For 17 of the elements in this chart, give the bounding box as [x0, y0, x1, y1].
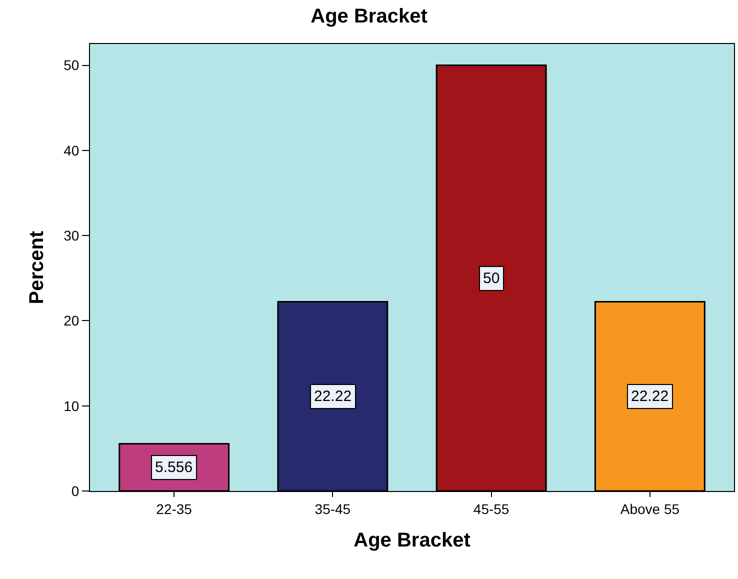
data-label: 22.22: [631, 388, 669, 405]
y-axis-title: Percent: [26, 230, 48, 304]
x-tick-label: Above 55: [620, 500, 680, 517]
y-tick-label: 30: [64, 227, 80, 244]
y-tick-label: 10: [64, 398, 80, 414]
y-tick-label: 50: [64, 57, 80, 74]
x-tick-label: 45-55: [473, 500, 510, 517]
data-label: 5.556: [155, 459, 193, 476]
y-tick-label: 0: [71, 482, 80, 499]
x-tick-label: 35-45: [314, 500, 351, 517]
y-tick-label: 40: [64, 142, 80, 158]
x-axis-title: Age Bracket: [354, 529, 471, 552]
data-label: 50: [483, 270, 500, 287]
data-label: 22.22: [314, 388, 352, 405]
chart-title: Age Bracket: [310, 6, 428, 28]
x-tick-label: 22-35: [156, 500, 192, 517]
y-tick-label: 20: [64, 312, 80, 329]
